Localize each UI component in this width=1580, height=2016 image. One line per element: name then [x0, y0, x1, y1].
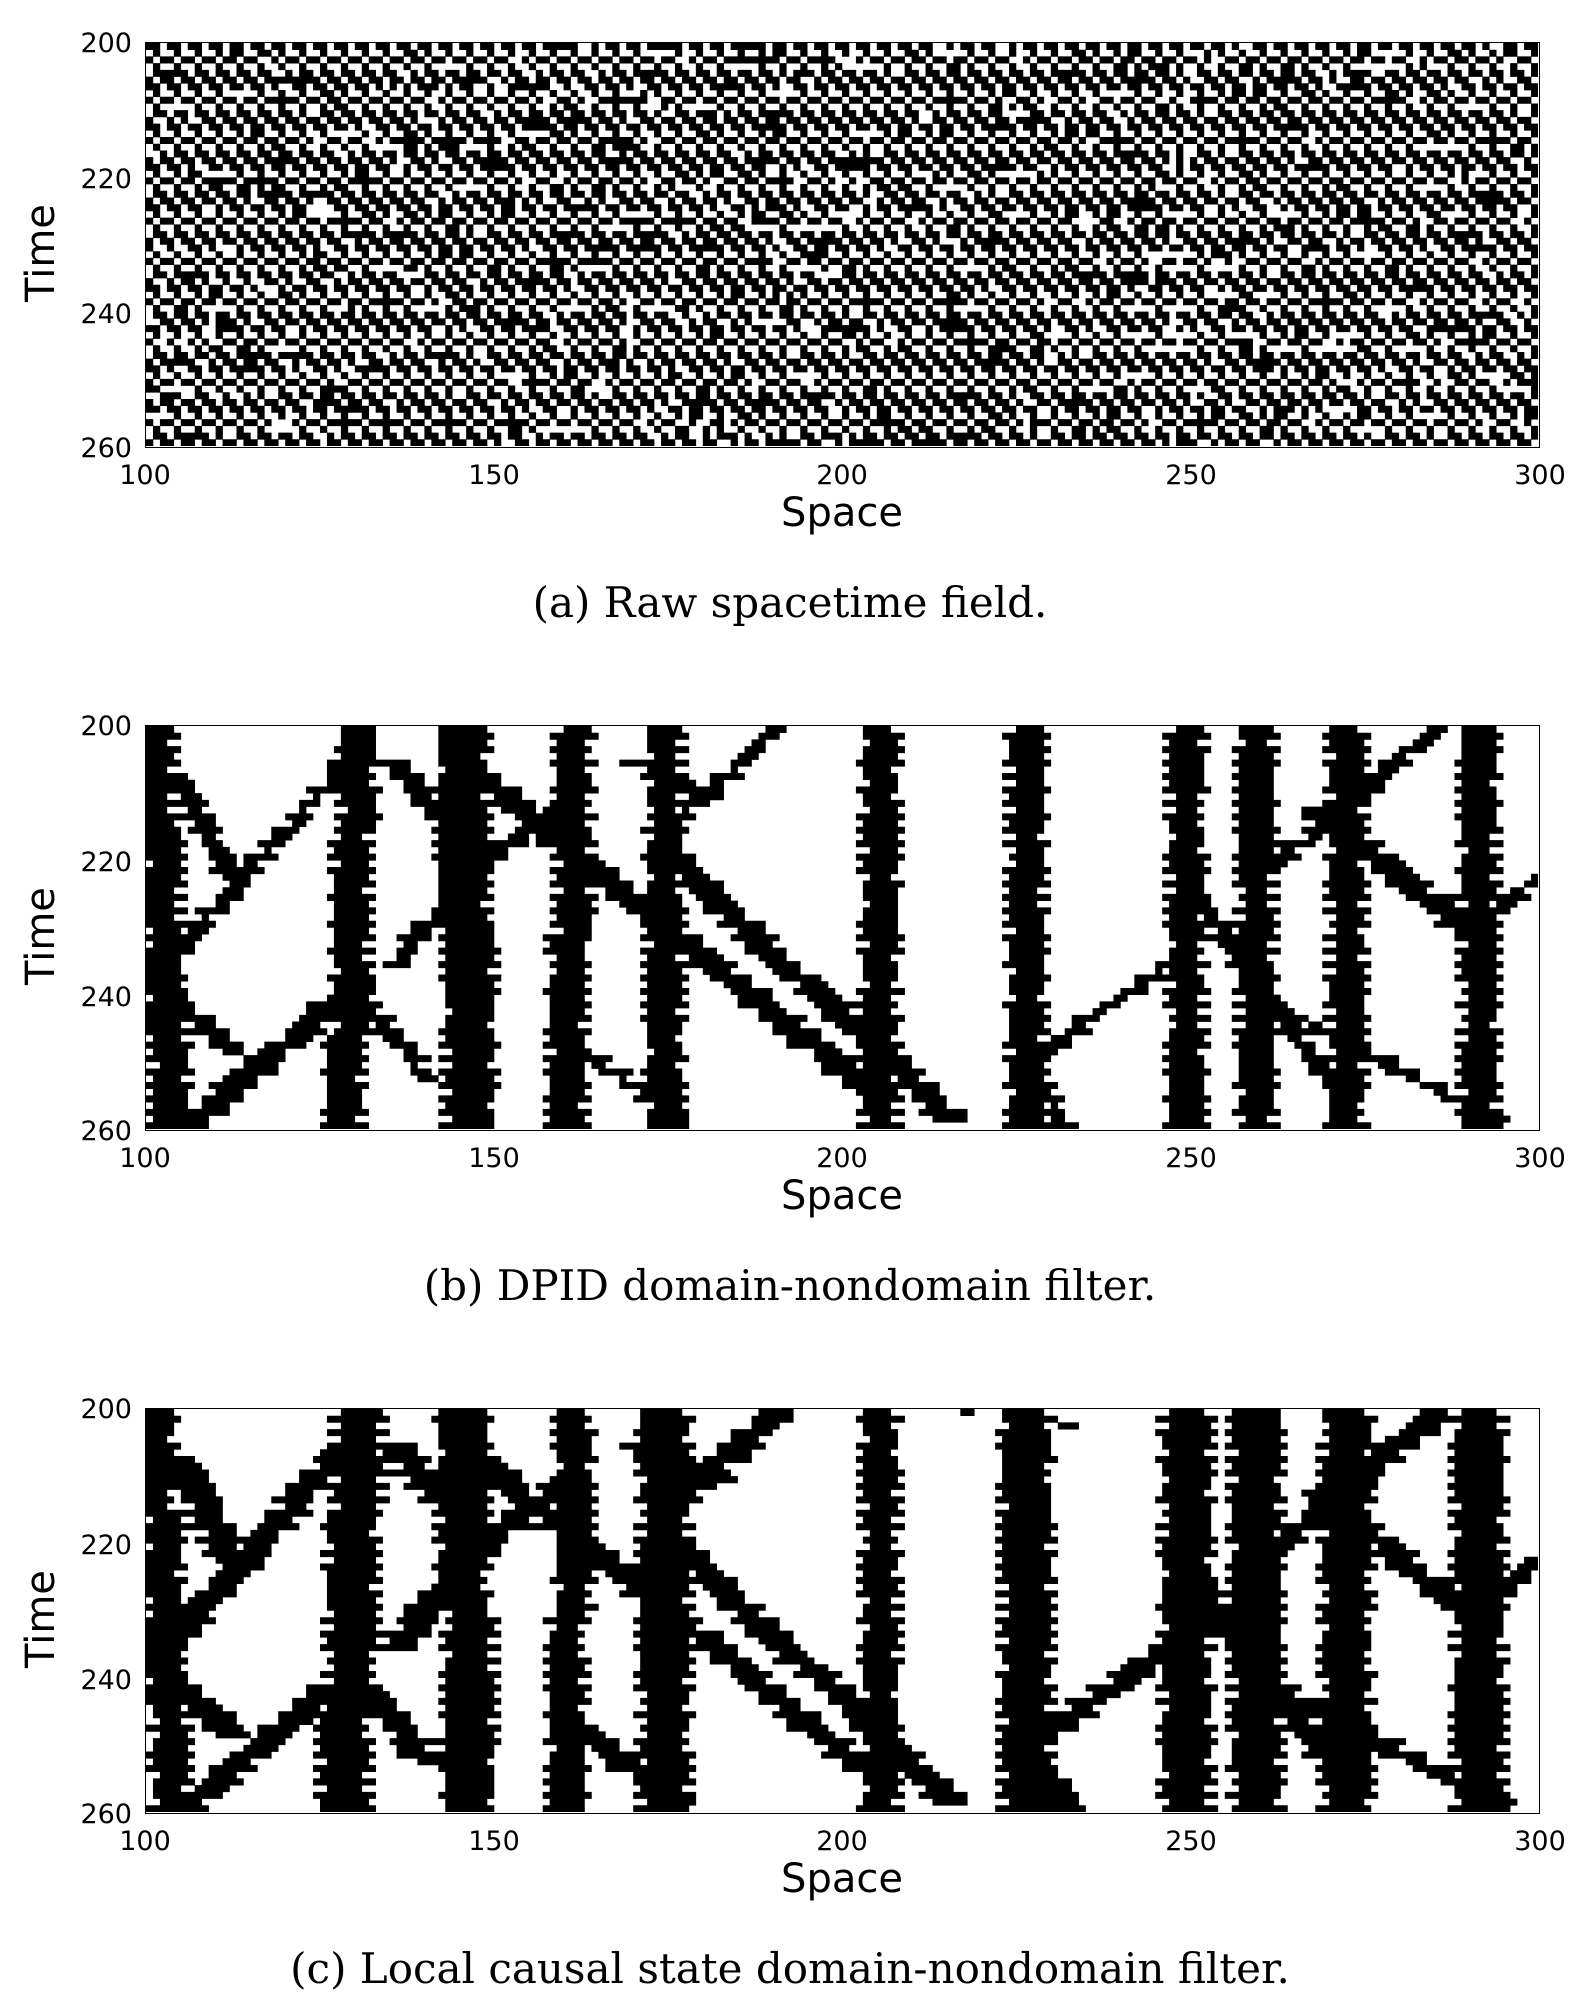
- y-tick-label: 220: [80, 1530, 132, 1561]
- x-tick-label: 100: [119, 1826, 171, 1857]
- y-tick-label: 200: [80, 711, 132, 742]
- y-tick-label: 260: [80, 1116, 132, 1147]
- x-tick-label: 250: [1165, 460, 1217, 491]
- y-tick-label: 220: [80, 847, 132, 878]
- plot-area-a: [145, 42, 1540, 448]
- x-tick-label: 300: [1514, 1826, 1566, 1857]
- y-axis-label-a: Time: [18, 204, 64, 302]
- x-tick-label: 150: [468, 1826, 520, 1857]
- x-axis-label-b: Space: [781, 1173, 903, 1219]
- plot-area-b: [145, 725, 1540, 1131]
- x-tick-label: 100: [119, 1143, 171, 1174]
- heatmap-a: [146, 43, 1538, 446]
- x-axis-label-c: Space: [781, 1856, 903, 1902]
- y-tick-label: 260: [80, 1799, 132, 1830]
- x-tick-label: 200: [816, 1826, 868, 1857]
- spacetime-cells: [146, 43, 1538, 446]
- x-axis-label-a: Space: [781, 490, 903, 536]
- x-tick-label: 200: [816, 1143, 868, 1174]
- y-tick-label: 240: [80, 1665, 132, 1696]
- y-axis-label-b: Time: [18, 887, 64, 985]
- x-tick-label: 200: [816, 460, 868, 491]
- x-tick-label: 150: [468, 460, 520, 491]
- x-tick-label: 250: [1165, 1143, 1217, 1174]
- x-tick-label: 300: [1514, 460, 1566, 491]
- x-tick-label: 250: [1165, 1826, 1217, 1857]
- y-tick-label: 260: [80, 433, 132, 464]
- y-tick-label: 200: [80, 28, 132, 59]
- x-tick-label: 100: [119, 460, 171, 491]
- y-tick-label: 240: [80, 299, 132, 330]
- spacetime-cells: [146, 726, 1538, 1129]
- spacetime-cells: [146, 1409, 1538, 1812]
- y-tick-label: 240: [80, 982, 132, 1013]
- caption-b: (b) DPID domain-nondomain filter.: [423, 1261, 1157, 1310]
- x-tick-label: 150: [468, 1143, 520, 1174]
- plot-area-c: [145, 1408, 1540, 1814]
- caption-c: (c) Local causal state domain-nondomain …: [290, 1944, 1290, 1993]
- heatmap-c: [146, 1409, 1538, 1812]
- caption-a: (a) Raw spacetime field.: [532, 578, 1048, 627]
- heatmap-b: [146, 726, 1538, 1129]
- y-tick-label: 200: [80, 1394, 132, 1425]
- y-tick-label: 220: [80, 164, 132, 195]
- y-axis-label-c: Time: [18, 1570, 64, 1668]
- x-tick-label: 300: [1514, 1143, 1566, 1174]
